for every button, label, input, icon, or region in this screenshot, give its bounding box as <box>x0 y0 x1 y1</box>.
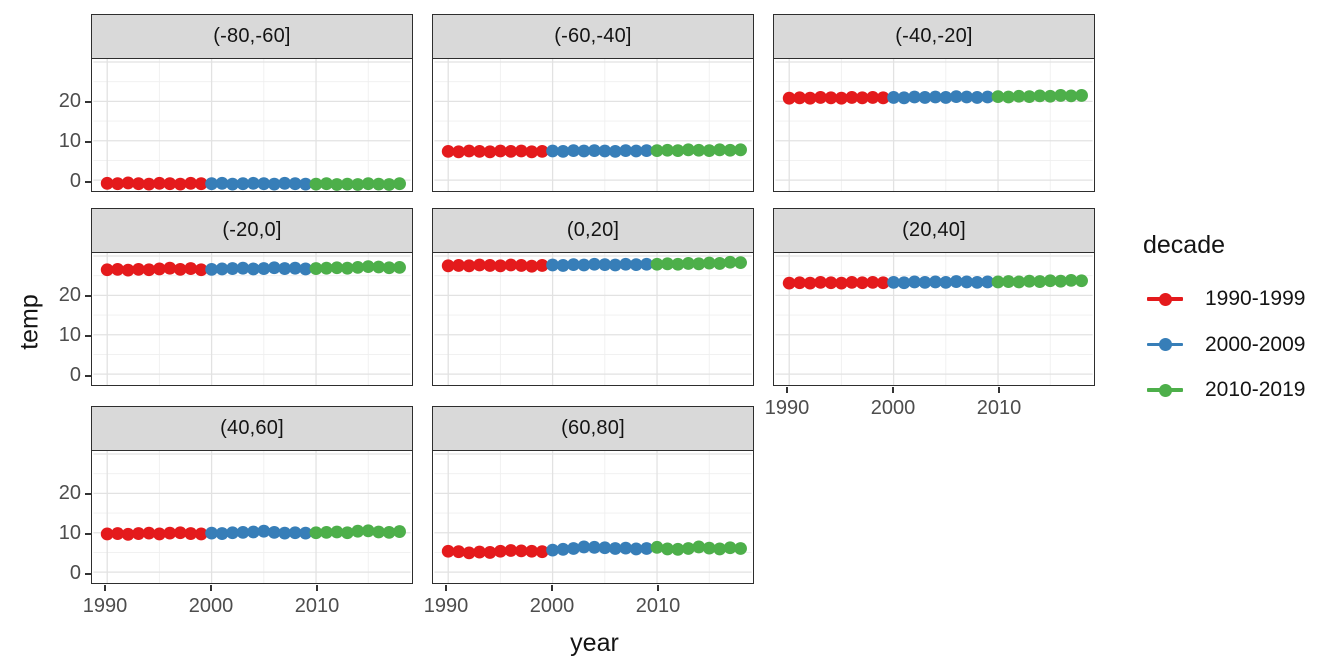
x-axis-tick-label: 1990 <box>82 595 128 617</box>
legend-entry-label: 2000-2009 <box>1205 332 1306 356</box>
facet-strip-label: (60,80] <box>561 417 625 439</box>
facet-minus80-minus60: (-80,-60] <box>91 14 413 192</box>
y-axis-tick-mark <box>85 533 91 535</box>
y-axis-tick-label: 0 <box>69 170 81 192</box>
facet-strip: (-40,-20] <box>773 14 1095 59</box>
x-axis-tick-mark <box>551 585 553 591</box>
legend: decade 1990-1999 2000-2009 2010-2019 <box>1141 230 1341 403</box>
legend-entry-label: 1990-1999 <box>1205 287 1306 310</box>
x-axis-tick-mark <box>786 387 788 393</box>
facet-plot-area <box>91 450 413 584</box>
facet-strip: (-60,-40] <box>432 14 754 59</box>
x-axis-tick-mark <box>316 585 318 591</box>
legend-line-point-icon <box>1147 286 1183 312</box>
facet-20-40: (20,40] <box>773 208 1095 386</box>
y-axis-tick-mark <box>85 493 91 495</box>
y-axis-tick-mark <box>85 101 91 103</box>
legend-line-point-icon <box>1147 332 1183 358</box>
facet-40-60: (40,60] <box>91 406 413 584</box>
facet-plot-area <box>432 58 754 192</box>
x-axis-tick-label: 1990 <box>423 595 469 617</box>
y-axis-tick-label: 0 <box>69 562 81 584</box>
facet-plot-area <box>91 252 413 386</box>
x-axis-tick-mark <box>104 585 106 591</box>
x-axis-title: year <box>570 629 619 657</box>
facet-strip: (-80,-60] <box>91 14 413 59</box>
facet-strip: (20,40] <box>773 208 1095 253</box>
x-axis-tick-mark <box>445 585 447 591</box>
x-axis-tick-mark <box>657 585 659 591</box>
facet-plot-area <box>773 252 1095 386</box>
facet-strip-label: (-40,-20] <box>895 25 973 47</box>
legend-entry: 1990-1999 <box>1141 286 1341 312</box>
y-axis-tick-label: 0 <box>69 364 81 386</box>
facet-strip-label: (-60,-40] <box>554 25 632 47</box>
facet-strip-label: (-80,-60] <box>213 25 291 47</box>
y-axis-title: temp <box>15 294 44 350</box>
facet-60-80: (60,80] <box>432 406 754 584</box>
y-axis-tick-mark <box>85 181 91 183</box>
legend-entry: 2000-2009 <box>1141 332 1341 358</box>
x-axis-tick-label: 2000 <box>188 595 234 617</box>
facet-strip: (60,80] <box>432 406 754 451</box>
facet-strip-label: (-20,0] <box>222 219 282 241</box>
facet-minus20-0: (-20,0] <box>91 208 413 386</box>
y-axis-tick-label: 10 <box>58 522 81 544</box>
x-axis-tick-label: 2010 <box>976 397 1022 419</box>
facet-minus40-minus20: (-40,-20] <box>773 14 1095 192</box>
x-axis-tick-mark <box>998 387 1000 393</box>
x-axis-tick-label: 2010 <box>635 595 681 617</box>
facet-minus60-minus40: (-60,-40] <box>432 14 754 192</box>
facet-plot-area <box>773 58 1095 192</box>
x-axis-tick-mark <box>210 585 212 591</box>
y-axis-tick-mark <box>85 573 91 575</box>
y-axis-tick-mark <box>85 375 91 377</box>
facet-strip: (0,20] <box>432 208 754 253</box>
legend-entry: 2010-2019 <box>1141 377 1341 403</box>
facet-plot-area <box>91 58 413 192</box>
x-axis-tick-mark <box>892 387 894 393</box>
facet-plot-area <box>432 450 754 584</box>
x-axis-tick-label: 1990 <box>764 397 810 419</box>
y-axis-tick-label: 20 <box>58 482 81 504</box>
y-axis-tick-mark <box>85 141 91 143</box>
x-axis-tick-label: 2010 <box>294 595 340 617</box>
facet-0-20: (0,20] <box>432 208 754 386</box>
y-axis-tick-mark <box>85 295 91 297</box>
facet-strip-label: (0,20] <box>566 219 620 241</box>
facet-plot-area <box>432 252 754 386</box>
x-axis-tick-label: 2000 <box>870 397 916 419</box>
y-axis-tick-mark <box>85 335 91 337</box>
y-axis-tick-label: 10 <box>58 130 81 152</box>
legend-line-point-icon <box>1147 377 1183 403</box>
facet-strip-label: (20,40] <box>902 219 966 241</box>
facet-strip-label: (40,60] <box>220 417 284 439</box>
y-axis-tick-label: 20 <box>58 90 81 112</box>
facet-strip: (-20,0] <box>91 208 413 253</box>
facet-strip: (40,60] <box>91 406 413 451</box>
x-axis-tick-label: 2000 <box>529 595 575 617</box>
legend-title: decade <box>1143 231 1226 259</box>
y-axis-tick-label: 20 <box>58 284 81 306</box>
y-axis-tick-label: 10 <box>58 324 81 346</box>
legend-entry-label: 2010-2019 <box>1205 378 1306 401</box>
